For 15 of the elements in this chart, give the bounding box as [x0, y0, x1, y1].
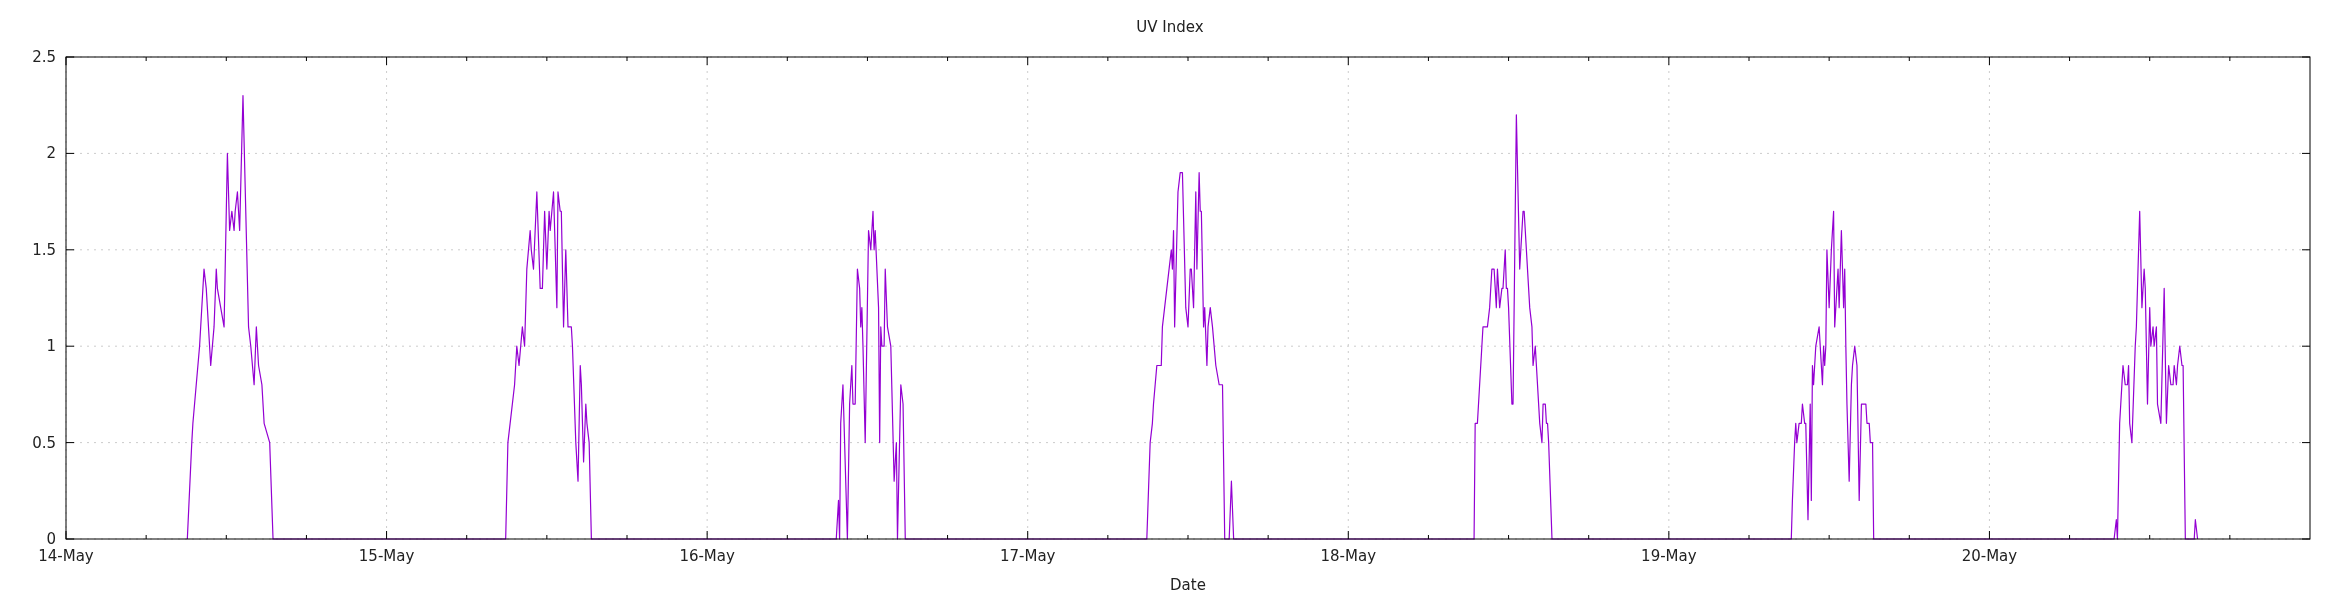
x-tick-label: 17-May	[999, 547, 1056, 565]
x-tick-label: 19-May	[1641, 547, 1697, 565]
x-tick-label: 15-May	[358, 547, 415, 565]
y-tick-label: 1	[46, 337, 56, 356]
y-tick-label: 0.5	[32, 433, 56, 452]
y-tick-label: 2.5	[32, 48, 56, 66]
y-tick-label: 0	[46, 530, 56, 548]
x-tick-label: 20-May	[1961, 547, 2018, 565]
x-tick-label: 14-May	[38, 547, 94, 565]
x-tick-label: 16-May	[679, 547, 736, 565]
y-tick-label: 2	[46, 144, 56, 163]
chart-title: UV Index	[1136, 18, 1204, 36]
y-tick-label: 1.5	[32, 240, 56, 259]
x-axis-title: Date	[1170, 576, 1206, 594]
x-tick-label: 18-May	[1320, 547, 1377, 565]
